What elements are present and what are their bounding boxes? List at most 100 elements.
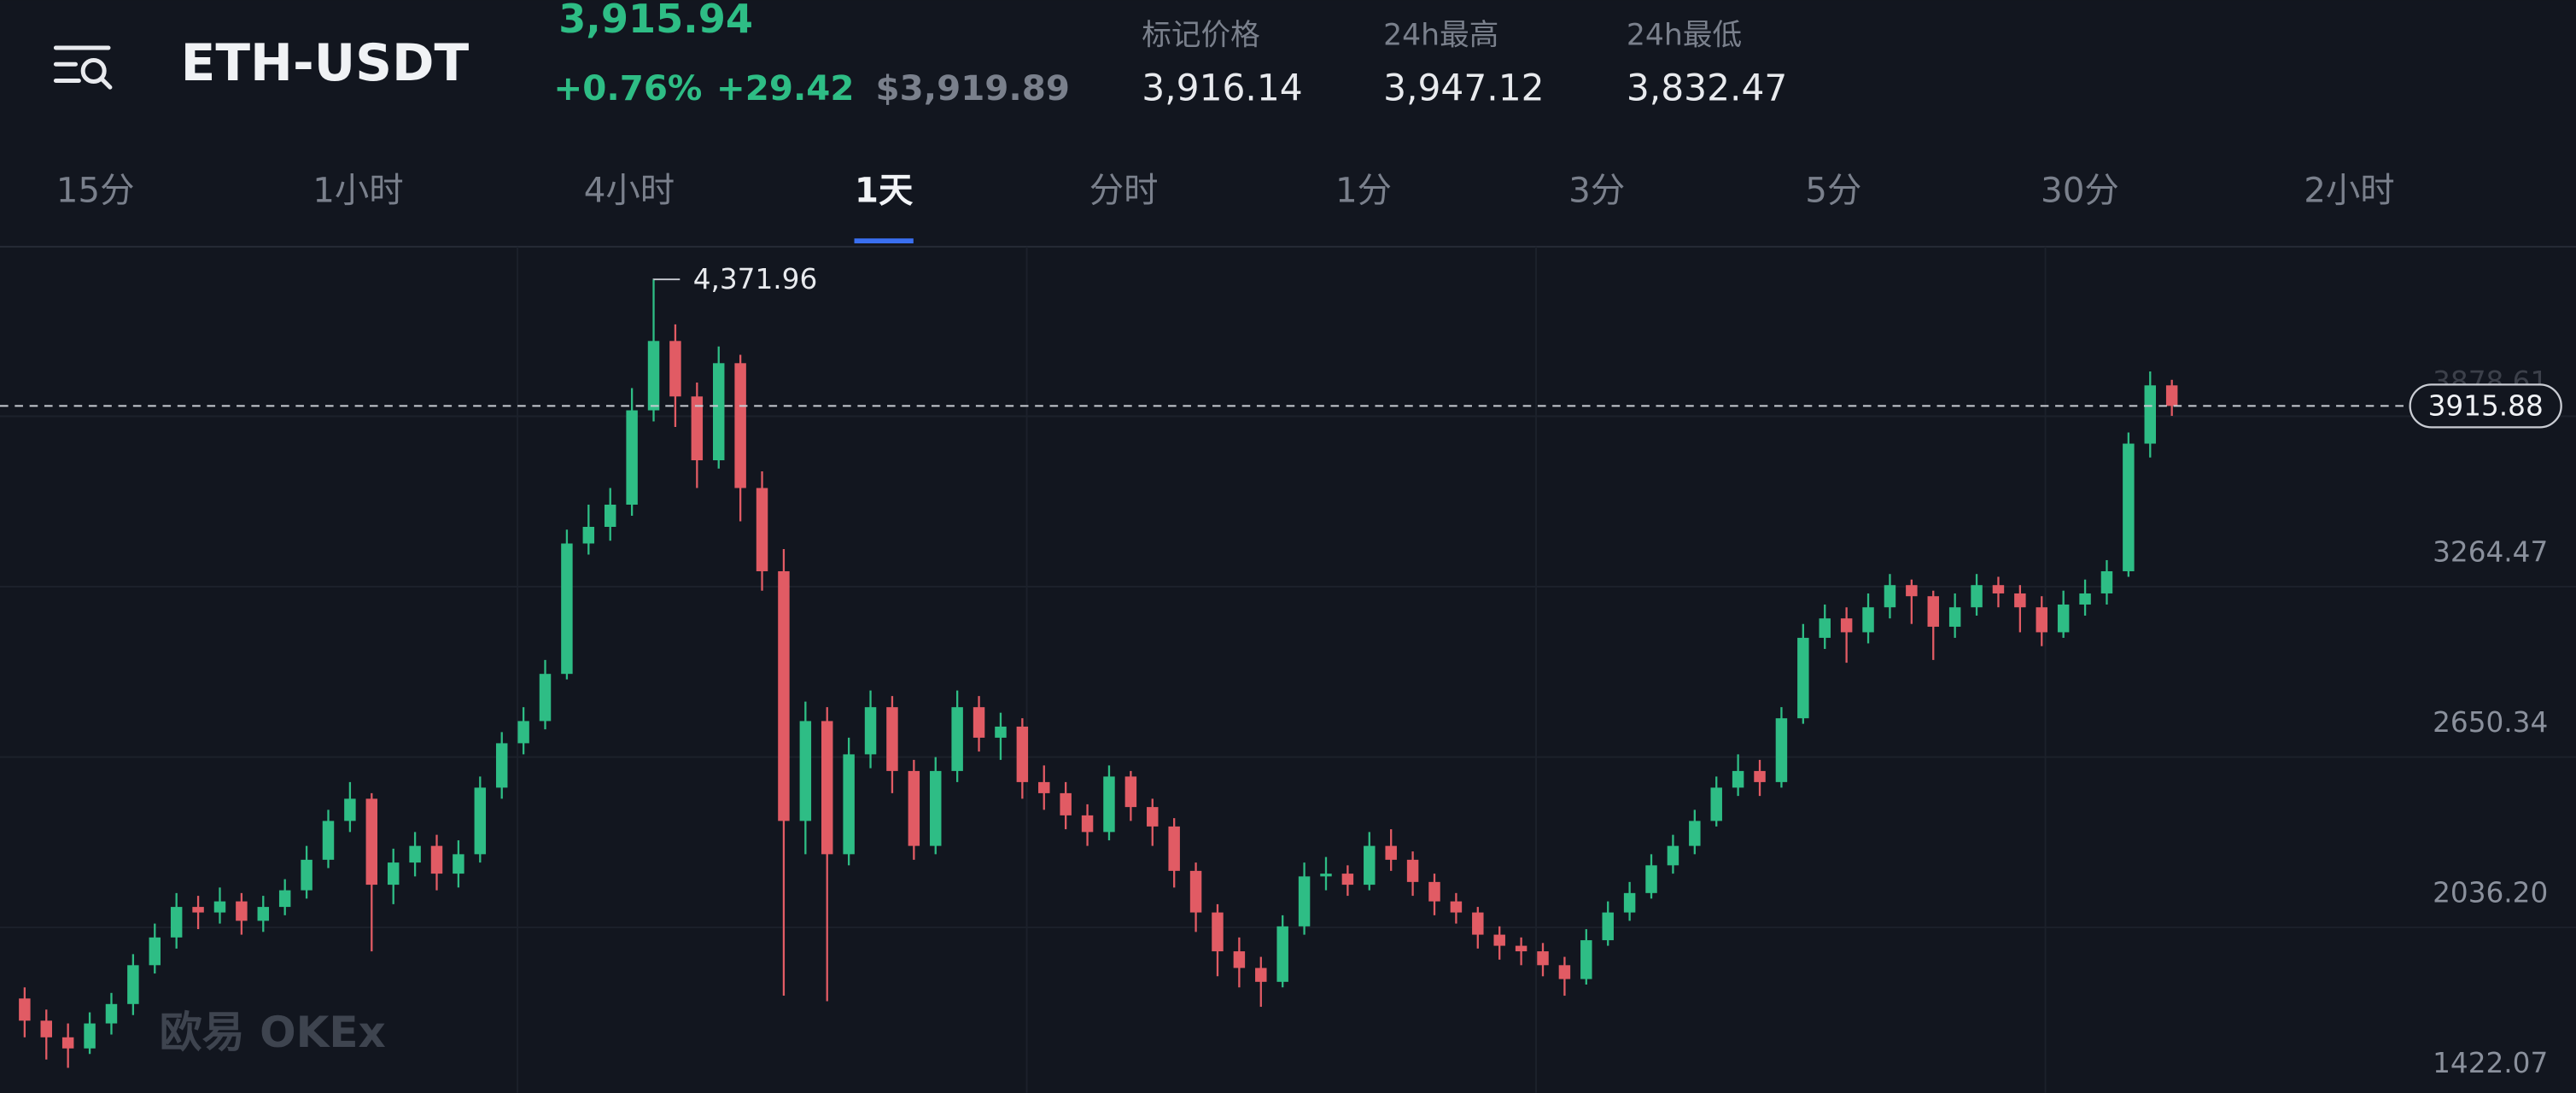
tab[interactable]: 分时 [1089,169,1159,210]
y-tick-label: 3264.47 [2433,536,2548,569]
candle-body [1840,618,1853,633]
candle-body [951,707,963,771]
candle-body [1038,781,1050,793]
candle-body [1515,945,1527,952]
candle-body [1124,776,1137,808]
candle-body [213,901,226,913]
candle-body [344,798,356,821]
tab[interactable]: 1分 [1335,169,1392,210]
candle-body [1341,874,1354,886]
candle-body [1103,776,1115,833]
tab[interactable]: 15分 [56,169,135,210]
candle-body [1168,826,1180,871]
candle-body [1428,881,1440,902]
candles [19,279,2178,1068]
candle-body [712,363,725,461]
tab[interactable]: 30分 [2041,169,2119,210]
tab[interactable]: 5分 [1805,169,1861,210]
candle-body [1472,912,1484,935]
candle-body [1884,585,1896,608]
candle-body [61,1037,74,1049]
candle-body [669,341,681,397]
current-price-tag [2409,383,2562,429]
y-tick-label: 1422.07 [2433,1047,2548,1079]
candle-body [2100,570,2113,593]
candle-body [1906,585,1918,597]
candle-body [930,770,942,846]
candle-body [1602,912,1614,941]
candle-body [626,410,638,505]
overlay: 4,371.96 3915.88 [0,263,2562,429]
stats: 标记价格 3,916.14 24h最高 3,947.12 24h最低 3,832.47 [1142,19,1787,109]
usd-price: $3,919.89 [876,67,1070,108]
candle-body [495,743,508,788]
candle-body [430,845,443,874]
candle-body [127,965,139,1004]
candle-body [1775,718,1788,782]
pair-title[interactable]: ETH-USDT [181,34,470,93]
candle-body [1493,934,1505,946]
annotation-label: 4,371.96 [693,263,818,295]
stat-label: 24h最低 [1627,19,1742,53]
candle-body [1948,607,1961,627]
candle-body [1971,585,1983,608]
change-percent: +0.76% [553,67,702,108]
candle-body [1276,926,1288,982]
candle-body [170,907,183,938]
candle-body [387,862,400,886]
stat-label: 24h最高 [1383,19,1498,53]
candle-body [864,707,877,755]
candle-body [1819,618,1831,638]
candle-body [19,998,31,1021]
candle-body [1558,965,1571,979]
candle-body [1364,845,1376,886]
candle-body [539,674,552,722]
candle-body [1320,874,1332,877]
candle-body [257,907,270,921]
tab[interactable]: 4小时 [584,169,675,210]
last-price: 3,915.94 [558,0,753,42]
candle-body [1255,967,1267,982]
candle-body [192,907,204,913]
candle-body [1212,912,1224,952]
candle-body [2144,385,2157,444]
candle-body [908,770,920,846]
candle-body [1060,792,1072,815]
candle-body [409,845,421,863]
candle-body [278,890,291,908]
tab[interactable]: 2小时 [2304,169,2394,210]
tab[interactable]: 3分 [1568,169,1625,210]
candle-body [1385,845,1397,860]
candle-body [2079,593,2091,605]
candle-body [756,488,768,571]
candle-body [604,504,616,527]
candle-body [1016,726,1029,782]
candle-body [365,798,378,886]
vertical-grid [517,246,2047,1093]
current-price-label: 3915.88 [2428,389,2544,422]
candle-body [886,707,898,771]
candle-body [149,937,161,966]
candle-body [778,570,790,821]
tab-active[interactable]: 1天 [855,169,914,210]
candle-body [2036,607,2047,633]
candle-body [1537,951,1549,966]
y-tick-label: 2036.20 [2433,877,2548,909]
stat-value: 3,947.12 [1383,67,1545,109]
candle-body [995,726,1007,738]
candle-body [973,707,985,738]
stat-value: 3,832.47 [1627,67,1788,109]
candle-body [2165,385,2178,406]
stat-value: 3,916.14 [1142,67,1303,109]
menu-icon[interactable] [53,45,113,90]
tab[interactable]: 1小时 [313,169,403,210]
annotation-leader [652,278,681,281]
candle-body [474,787,487,855]
tab-underline [854,238,914,244]
candle-body [1732,770,1744,788]
candle-body [1754,770,1766,782]
candle-body [1992,585,2005,593]
